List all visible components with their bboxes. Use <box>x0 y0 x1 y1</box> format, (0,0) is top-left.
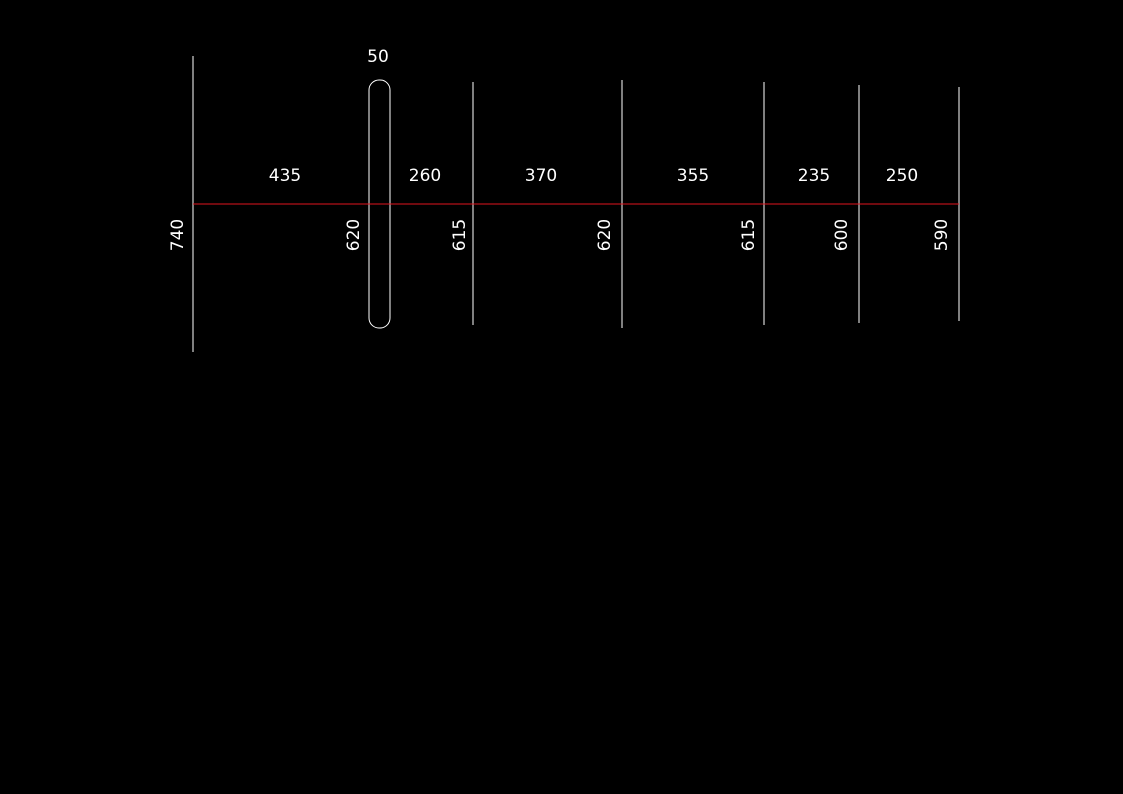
height-label: 620 <box>344 219 364 251</box>
height-label: 615 <box>450 219 470 251</box>
span-label: 250 <box>886 166 918 186</box>
height-label: 740 <box>168 219 188 251</box>
height-label: 615 <box>739 219 759 251</box>
span-label: 370 <box>525 166 557 186</box>
height-label: 620 <box>595 219 615 251</box>
height-label: 590 <box>932 219 952 251</box>
span-label: 435 <box>269 166 301 186</box>
height-label: 600 <box>832 219 852 251</box>
span-label: 355 <box>677 166 709 186</box>
span-label: 235 <box>798 166 830 186</box>
span-label: 260 <box>409 166 441 186</box>
slot-label: 50 <box>367 47 389 67</box>
